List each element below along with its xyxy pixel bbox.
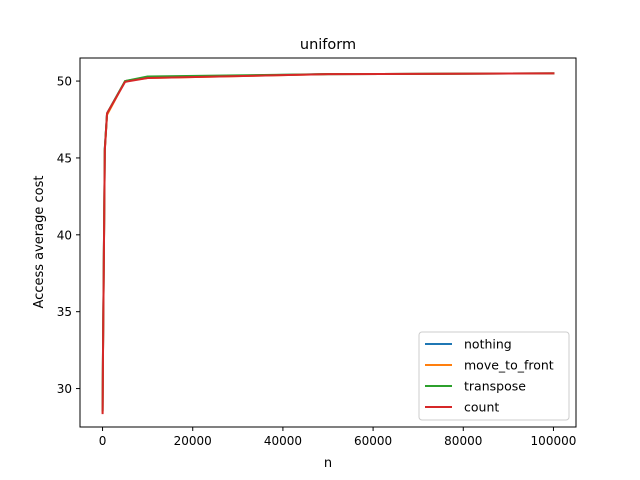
x-axis: 0 20000 40000 60000 80000 100000 xyxy=(99,427,577,448)
legend-label-nothing: nothing xyxy=(464,337,512,352)
series-line-count xyxy=(101,72,555,415)
x-tick-label: 0 xyxy=(99,434,107,448)
x-tick-label: 80000 xyxy=(444,434,482,448)
legend-label-move-to-front: move_to_front xyxy=(464,358,554,373)
legend: nothing move_to_front transpose count xyxy=(418,331,570,421)
chart-title: uniform xyxy=(300,37,356,53)
y-axis-label: Access average cost xyxy=(32,176,47,309)
y-tick-label: 30 xyxy=(57,382,72,396)
y-tick-label: 40 xyxy=(57,228,72,242)
x-tick-label: 60000 xyxy=(354,434,392,448)
x-axis-label: n xyxy=(324,456,332,471)
y-tick-label: 35 xyxy=(57,305,72,319)
x-tick-label: 20000 xyxy=(174,434,212,448)
plot-area xyxy=(79,57,577,428)
y-axis: 30 35 40 45 50 xyxy=(57,75,80,396)
x-tick-label: 40000 xyxy=(264,434,302,448)
legend-label-count: count xyxy=(464,400,499,415)
y-tick-label: 50 xyxy=(57,75,72,89)
legend-label-transpose: transpose xyxy=(464,379,526,394)
y-tick-label: 45 xyxy=(57,151,72,165)
plot-frame xyxy=(79,57,577,428)
x-tick-label: 100000 xyxy=(531,434,577,448)
legend-frame xyxy=(418,331,570,421)
series-layer xyxy=(101,72,555,415)
